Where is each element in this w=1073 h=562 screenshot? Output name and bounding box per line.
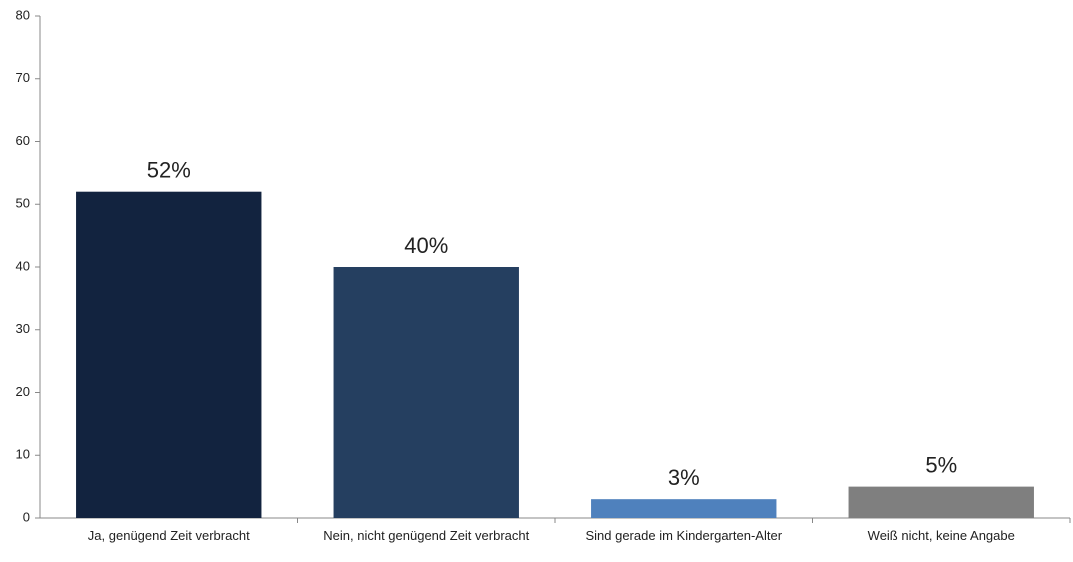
y-tick-label: 70 — [16, 70, 30, 85]
y-tick-label: 30 — [16, 321, 30, 336]
x-tick-label: Nein, nicht genügend Zeit verbracht — [323, 528, 530, 543]
value-label: 52% — [147, 158, 191, 183]
x-tick-label: Weiß nicht, keine Angabe — [867, 528, 1015, 543]
bar — [76, 191, 262, 518]
y-tick-label: 40 — [16, 258, 30, 273]
y-tick-label: 20 — [16, 384, 30, 399]
value-label: 40% — [404, 233, 448, 258]
x-tick-label: Sind gerade im Kindergarten-Alter — [585, 528, 783, 543]
value-label: 3% — [668, 465, 700, 490]
x-tick-label: Ja, genügend Zeit verbracht — [87, 528, 250, 543]
value-label: 5% — [925, 452, 957, 477]
y-tick-label: 60 — [16, 133, 30, 148]
bar — [591, 499, 777, 518]
y-tick-label: 0 — [23, 509, 30, 524]
y-tick-label: 80 — [16, 7, 30, 22]
bar — [848, 486, 1034, 518]
y-tick-label: 10 — [16, 447, 30, 462]
y-tick-label: 50 — [16, 196, 30, 211]
bar — [333, 267, 519, 518]
